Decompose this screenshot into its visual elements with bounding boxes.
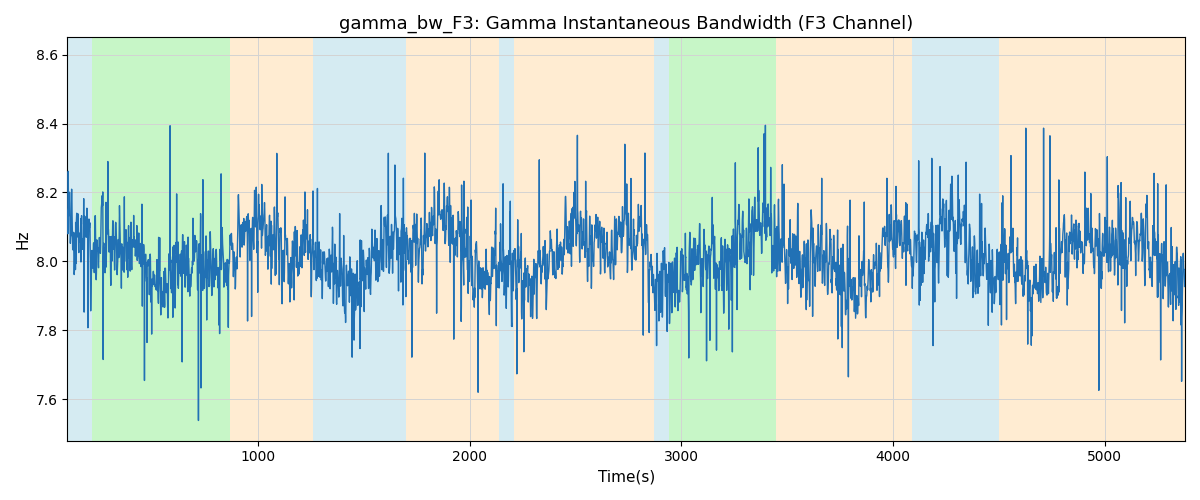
Bar [313, 38, 406, 440]
Title: gamma_bw_F3: Gamma Instantaneous Bandwidth (F3 Channel): gamma_bw_F3: Gamma Instantaneous Bandwid… [340, 15, 913, 34]
Bar [668, 38, 776, 440]
Y-axis label: Hz: Hz [16, 230, 30, 249]
Bar [998, 38, 1186, 440]
Bar [912, 38, 998, 440]
Bar [514, 38, 654, 440]
Bar [499, 38, 514, 440]
Bar [230, 38, 313, 440]
Bar [67, 38, 91, 440]
Bar [91, 38, 230, 440]
Bar [406, 38, 499, 440]
Bar [776, 38, 912, 440]
Bar [654, 38, 668, 440]
X-axis label: Time(s): Time(s) [598, 470, 655, 485]
